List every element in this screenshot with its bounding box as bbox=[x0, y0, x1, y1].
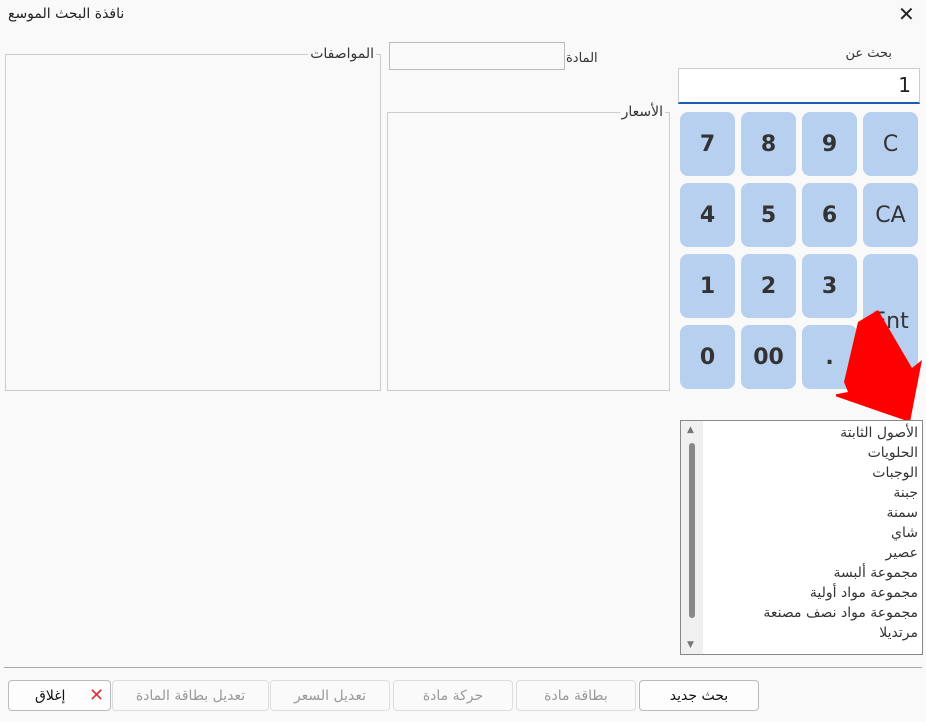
key-1[interactable]: 1 bbox=[680, 254, 735, 318]
edit-item-card-button[interactable]: تعديل بطاقة المادة bbox=[112, 680, 269, 711]
item-card-button[interactable]: بطاقة مادة bbox=[516, 680, 636, 711]
key-0[interactable]: 0 bbox=[680, 325, 735, 389]
key-3[interactable]: 3 bbox=[802, 254, 857, 318]
list-item[interactable]: سمنة bbox=[886, 505, 918, 521]
close-x-icon: ✕ bbox=[89, 685, 105, 706]
list-item[interactable]: مجموعة مواد أولية bbox=[809, 585, 918, 601]
list-item[interactable]: الأصول الثابتة bbox=[840, 425, 918, 441]
key-00[interactable]: 00 bbox=[741, 325, 796, 389]
close-icon[interactable]: ✕ bbox=[898, 2, 915, 26]
edit-price-button[interactable]: تعديل السعر bbox=[270, 680, 390, 711]
list-item[interactable]: الوجبات bbox=[872, 465, 918, 481]
scroll-up-icon[interactable]: ▲ bbox=[687, 425, 694, 435]
list-item[interactable]: مجموعة ألبسة bbox=[833, 565, 918, 581]
list-item[interactable]: عصير bbox=[885, 545, 918, 561]
list-item[interactable]: مجموعة مواد نصف مصنعة bbox=[763, 605, 918, 621]
list-item[interactable]: جبنة bbox=[893, 485, 918, 501]
close-button[interactable]: إغلاق ✕ bbox=[8, 680, 111, 711]
divider bbox=[4, 667, 922, 668]
specs-label: المواصفات bbox=[310, 46, 374, 62]
key-clear-all[interactable]: CA bbox=[863, 183, 918, 247]
window-title: نافذة البحث الموسع bbox=[8, 6, 125, 22]
material-label: المادة bbox=[566, 51, 598, 66]
search-input[interactable]: 1 bbox=[678, 68, 920, 104]
material-input[interactable] bbox=[389, 42, 565, 70]
item-movement-button[interactable]: حركة مادة bbox=[393, 680, 513, 711]
key-8[interactable]: 8 bbox=[741, 112, 796, 176]
list-item[interactable]: الحلويات bbox=[867, 445, 918, 461]
scroll-thumb[interactable] bbox=[689, 443, 695, 618]
key-9[interactable]: 9 bbox=[802, 112, 857, 176]
key-4[interactable]: 4 bbox=[680, 183, 735, 247]
specs-group: المواصفات bbox=[5, 46, 381, 391]
list-scrollbar[interactable]: ▲ ▼ bbox=[681, 421, 703, 654]
key-5[interactable]: 5 bbox=[741, 183, 796, 247]
close-button-label: إغلاق bbox=[35, 687, 66, 704]
key-2[interactable]: 2 bbox=[741, 254, 796, 318]
scroll-down-icon[interactable]: ▼ bbox=[687, 640, 694, 650]
red-arrow-icon bbox=[836, 310, 922, 422]
category-list[interactable]: ▲ ▼ الأصول الثابتة الحلويات الوجبات جبنة… bbox=[680, 420, 923, 655]
prices-group: الأسعار bbox=[387, 104, 670, 391]
key-7[interactable]: 7 bbox=[680, 112, 735, 176]
new-search-button[interactable]: بحث جديد bbox=[639, 680, 759, 711]
prices-label: الأسعار bbox=[621, 104, 663, 120]
list-item[interactable]: شاي bbox=[891, 525, 918, 541]
key-clear[interactable]: C bbox=[863, 112, 918, 176]
key-6[interactable]: 6 bbox=[802, 183, 857, 247]
list-item[interactable]: مرتديلا bbox=[879, 625, 918, 641]
search-label: بحث عن bbox=[845, 46, 892, 61]
